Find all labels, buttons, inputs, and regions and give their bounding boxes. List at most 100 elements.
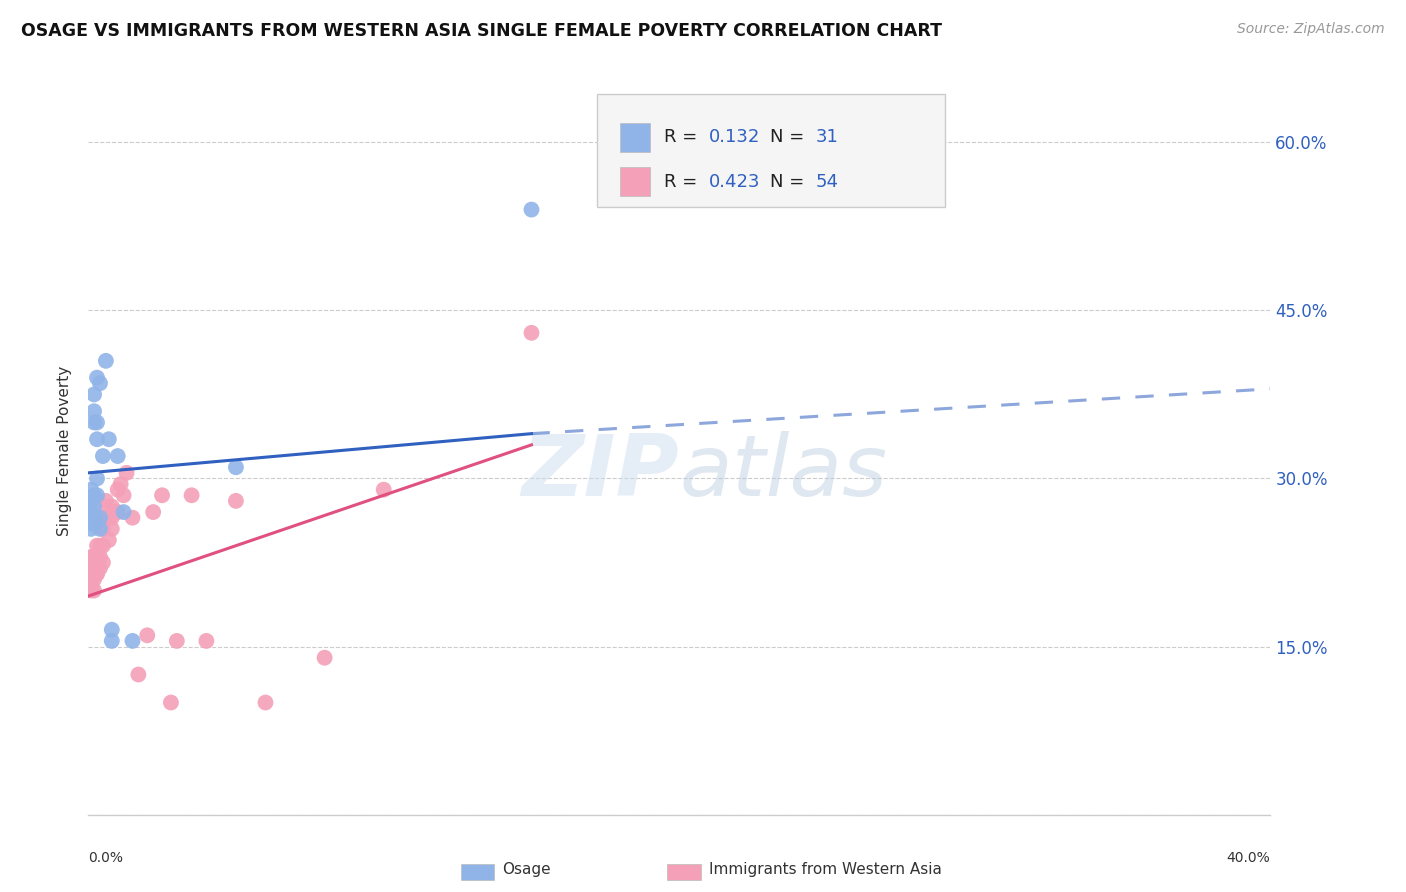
Point [80,566,103,581]
Text: N =: N = [770,128,810,146]
Point [101,522,124,536]
Bar [620,167,650,196]
Point [80,549,103,564]
Point [83,556,105,570]
Text: atlas: atlas [679,431,887,514]
Point [107,449,129,463]
Point [86,416,108,430]
Point [115,466,138,480]
Point [104,505,127,519]
Text: ZIP: ZIP [522,431,679,514]
Text: R =: R = [664,128,703,146]
Point [80,510,103,524]
Point [107,483,129,497]
Point [83,549,105,564]
Point [83,488,105,502]
Point [89,549,111,564]
Point [101,634,124,648]
Text: OSAGE VS IMMIGRANTS FROM WESTERN ASIA SINGLE FEMALE POVERTY CORRELATION CHART: OSAGE VS IMMIGRANTS FROM WESTERN ASIA SI… [21,22,942,40]
Point [86,370,108,384]
Point [121,634,143,648]
Point [80,566,103,581]
Point [80,578,103,592]
Point [89,376,111,391]
Point [89,522,111,536]
Text: 0.0%: 0.0% [89,851,124,865]
Point [80,516,103,531]
Point [97,510,120,524]
Point [83,510,105,524]
Point [86,471,108,485]
Point [160,696,183,710]
Point [80,505,103,519]
Point [101,510,124,524]
Point [83,387,105,401]
Point [89,539,111,553]
Text: R =: R = [664,173,703,191]
FancyBboxPatch shape [596,94,945,207]
Point [94,510,117,524]
Point [83,404,105,418]
Point [101,500,124,514]
Y-axis label: Single Female Poverty: Single Female Poverty [58,366,72,535]
Point [254,696,277,710]
Text: Osage: Osage [502,862,551,877]
Point [94,500,117,514]
Point [80,556,103,570]
Point [91,522,114,536]
Point [127,667,149,681]
Point [83,572,105,586]
Point [80,483,103,497]
Point [101,623,124,637]
Bar [668,864,700,880]
Point [86,556,108,570]
Point [110,477,132,491]
Point [314,650,336,665]
Point [83,416,105,430]
Point [166,634,188,648]
Point [86,549,108,564]
Point [80,494,103,508]
Point [112,505,135,519]
Bar [461,864,494,880]
Point [86,432,108,446]
Text: N =: N = [770,173,810,191]
Point [225,494,247,508]
Text: Source: ZipAtlas.com: Source: ZipAtlas.com [1237,22,1385,37]
Point [94,494,117,508]
Text: 54: 54 [815,173,838,191]
Point [83,516,105,531]
Point [83,566,105,581]
Text: Immigrants from Western Asia: Immigrants from Western Asia [709,862,942,877]
Point [83,583,105,598]
Point [86,539,108,553]
Point [91,556,114,570]
Point [80,522,103,536]
Point [136,628,159,642]
Point [83,500,105,514]
Point [180,488,202,502]
Text: 0.132: 0.132 [709,128,761,146]
Point [520,326,543,340]
Point [225,460,247,475]
Point [97,432,120,446]
Point [91,539,114,553]
Point [142,505,165,519]
Point [89,516,111,531]
Point [80,572,103,586]
Point [83,561,105,575]
Bar [620,123,650,152]
Point [121,510,143,524]
Point [80,583,103,598]
Point [89,510,111,524]
Point [112,488,135,502]
Point [520,202,543,217]
Point [373,483,395,497]
Point [107,505,129,519]
Point [195,634,218,648]
Point [89,561,111,575]
Point [91,449,114,463]
Point [86,566,108,581]
Point [94,354,117,368]
Point [150,488,173,502]
